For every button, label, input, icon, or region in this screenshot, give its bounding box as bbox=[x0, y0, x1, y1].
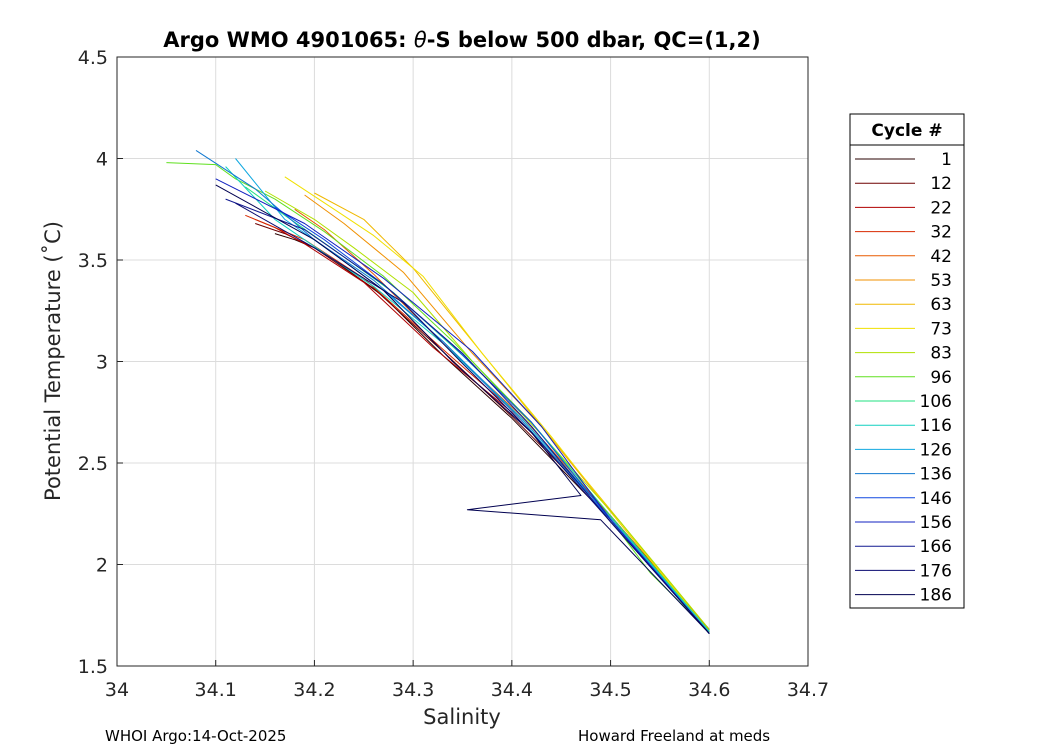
y-axis-label: Potential Temperature (˚C) bbox=[41, 221, 65, 501]
footer-left: WHOI Argo:14-Oct-2025 bbox=[105, 727, 286, 745]
legend-entry-label: 22 bbox=[930, 198, 952, 218]
title-prefix: Argo WMO 4901065: bbox=[163, 28, 414, 52]
y-tick-label: 1.5 bbox=[78, 656, 108, 678]
legend-entries: 1 12 22 32 42 53 63 73 83 96 106 116 126 136 146 156 166… bbox=[855, 150, 952, 606]
legend-entry-label: 63 bbox=[930, 295, 952, 315]
legend-entry-label: 186 bbox=[920, 586, 952, 606]
legend-entry-label: 83 bbox=[930, 344, 952, 364]
legend-entry-label: 12 bbox=[930, 174, 952, 194]
footer-right: Howard Freeland at meds bbox=[578, 727, 770, 745]
legend-entry-label: 96 bbox=[930, 368, 952, 388]
legend-title: Cycle # bbox=[871, 121, 942, 141]
x-tick-label: 34.4 bbox=[491, 679, 533, 701]
legend-entry-label: 116 bbox=[920, 416, 952, 436]
legend-entry-label: 156 bbox=[920, 513, 952, 533]
legend-entry-label: 146 bbox=[920, 489, 952, 509]
series-line-cycle-22 bbox=[255, 218, 710, 630]
legend-entry-label: 176 bbox=[920, 561, 952, 581]
legend-entry-label: 106 bbox=[920, 392, 952, 412]
legend-entry-label: 42 bbox=[930, 247, 952, 267]
title-suffix: -S below 500 dbar, QC=(1,2) bbox=[427, 28, 761, 52]
grid-lines bbox=[117, 57, 808, 666]
x-tick-label: 34.5 bbox=[589, 679, 631, 701]
x-tick-label: 34.1 bbox=[195, 679, 237, 701]
legend-box bbox=[849, 113, 965, 609]
series-line-cycle-156 bbox=[215, 178, 710, 634]
plot-area bbox=[116, 56, 809, 667]
series-lines bbox=[166, 149, 710, 634]
y-tick-label: 4.5 bbox=[78, 47, 108, 69]
legend-entry-label: 32 bbox=[930, 223, 952, 243]
x-tick-label: 34.6 bbox=[688, 679, 730, 701]
title-theta: θ bbox=[414, 28, 427, 52]
y-tick-label: 2 bbox=[96, 555, 108, 577]
chart-title: Argo WMO 4901065: θ-S below 500 dbar, QC… bbox=[163, 28, 760, 52]
x-tick-label: 34 bbox=[105, 679, 129, 701]
series-line-cycle-176 bbox=[235, 202, 710, 634]
x-axis-ticks: 34 34.1 34.2 34.3 34.4 34.5 34.6 34.7 bbox=[105, 660, 829, 701]
y-tick-label: 2.5 bbox=[78, 453, 108, 475]
legend-entry-label: 1 bbox=[941, 150, 952, 170]
series-line-cycle-186 bbox=[215, 184, 710, 634]
x-tick-label: 34.7 bbox=[787, 679, 829, 701]
x-tick-label: 34.3 bbox=[392, 679, 434, 701]
y-tick-label: 3 bbox=[96, 352, 108, 374]
y-axis-ticks: 1.5 2 2.5 3 3.5 4 4.5 bbox=[78, 47, 123, 678]
legend-entry-label: 53 bbox=[930, 271, 952, 291]
legend-entry-label: 126 bbox=[920, 440, 952, 460]
x-axis-label: Salinity bbox=[423, 705, 501, 729]
x-tick-label: 34.2 bbox=[293, 679, 335, 701]
legend-entry-label: 166 bbox=[920, 537, 952, 557]
legend-entry-label: 136 bbox=[920, 465, 952, 485]
y-tick-label: 3.5 bbox=[78, 250, 108, 272]
legend-entry-label: 73 bbox=[930, 319, 952, 339]
legend: Cycle # 11222324253637383961061161261361… bbox=[849, 113, 965, 609]
y-tick-label: 4 bbox=[96, 149, 108, 171]
